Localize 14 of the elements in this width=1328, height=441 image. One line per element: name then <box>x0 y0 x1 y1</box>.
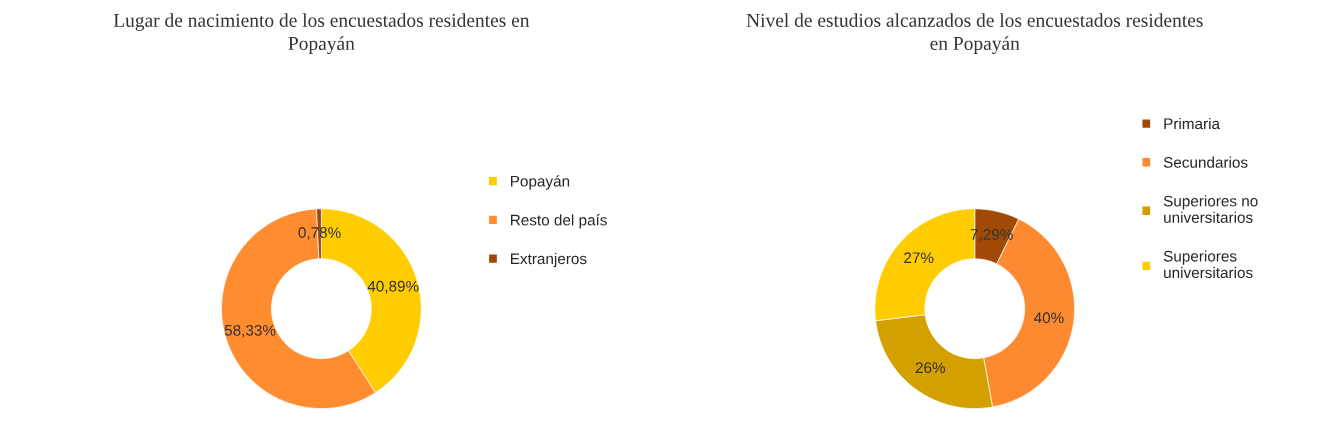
legend-label: Superiores universitarios <box>1163 250 1253 279</box>
chart-title: Nivel de estudios alcanzados de los encuestados residentes en Popayán <box>746 13 1203 54</box>
legend-label: Primaria <box>1164 117 1221 130</box>
legend-label: Extranjeros <box>511 252 587 268</box>
legend-label: Popayán <box>511 175 570 190</box>
legend-label: Resto del país <box>511 214 607 229</box>
legend-label: Secundarios <box>1163 156 1248 168</box>
data-label: 27% <box>904 252 934 264</box>
legend-label: Superiores no universitarios <box>1163 195 1258 223</box>
chart-title: Lugar de nacimiento de los encuestados residentes en Popayán <box>113 13 530 55</box>
data-label: 40,89% <box>367 280 419 294</box>
data-label: 26% <box>915 362 946 374</box>
data-label: 40% <box>1033 312 1064 324</box>
data-label: 58,33% <box>224 324 276 338</box>
